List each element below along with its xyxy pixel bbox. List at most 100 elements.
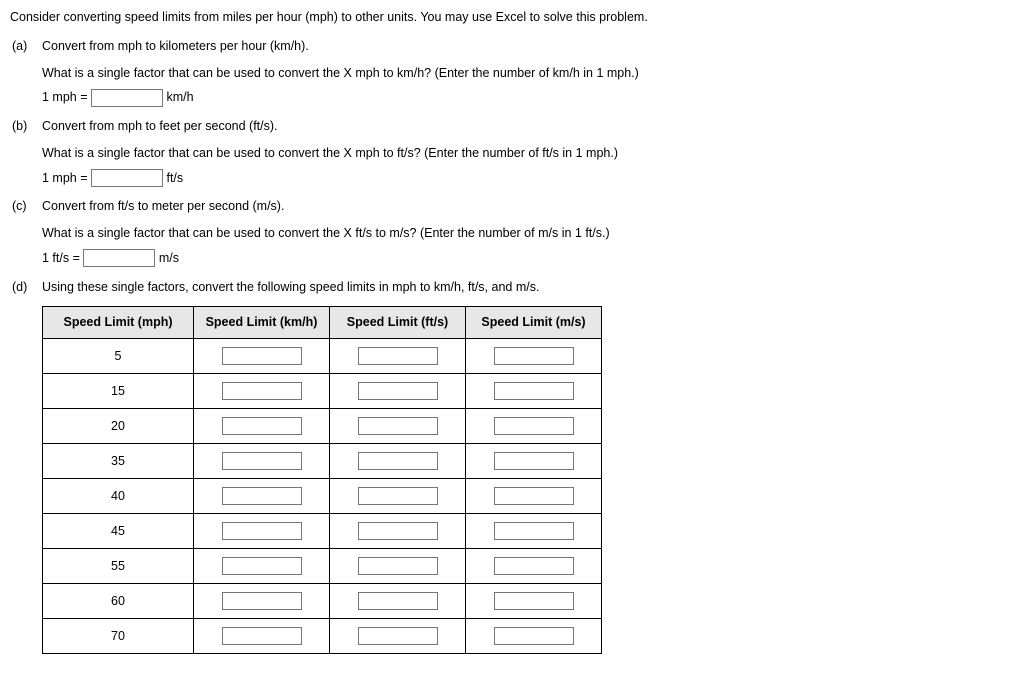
cell-kmh xyxy=(194,339,330,374)
kmh-input[interactable] xyxy=(222,417,302,435)
kmh-input[interactable] xyxy=(222,627,302,645)
cell-fts xyxy=(330,339,466,374)
cell-ms xyxy=(466,619,602,654)
col-header-ms: Speed Limit (m/s) xyxy=(466,307,602,339)
cell-fts xyxy=(330,409,466,444)
cell-ms xyxy=(466,584,602,619)
ms-input[interactable] xyxy=(494,557,574,575)
cell-mph: 45 xyxy=(43,514,194,549)
fts-input[interactable] xyxy=(358,382,438,400)
cell-ms xyxy=(466,339,602,374)
fts-input[interactable] xyxy=(358,487,438,505)
cell-fts xyxy=(330,479,466,514)
cell-fts xyxy=(330,584,466,619)
kmh-input[interactable] xyxy=(222,592,302,610)
cell-kmh xyxy=(194,619,330,654)
part-c-equation: 1 ft/s = m/s xyxy=(42,249,1014,268)
part-b-title: Convert from mph to feet per second (ft/… xyxy=(42,117,1014,136)
part-b-equation: 1 mph = ft/s xyxy=(42,169,1014,188)
ms-input[interactable] xyxy=(494,592,574,610)
cell-mph: 15 xyxy=(43,374,194,409)
table-row: 45 xyxy=(43,514,602,549)
cell-mph: 55 xyxy=(43,549,194,584)
cell-kmh xyxy=(194,374,330,409)
ms-input[interactable] xyxy=(494,487,574,505)
fts-input[interactable] xyxy=(358,417,438,435)
part-b-input[interactable] xyxy=(91,169,163,187)
cell-ms xyxy=(466,549,602,584)
cell-kmh xyxy=(194,479,330,514)
kmh-input[interactable] xyxy=(222,522,302,540)
table-row: 20 xyxy=(43,409,602,444)
kmh-input[interactable] xyxy=(222,347,302,365)
cell-kmh xyxy=(194,409,330,444)
part-b-question: What is a single factor that can be used… xyxy=(42,144,1014,163)
fts-input[interactable] xyxy=(358,592,438,610)
table-row: 60 xyxy=(43,584,602,619)
cell-ms xyxy=(466,374,602,409)
cell-ms xyxy=(466,409,602,444)
part-a-input[interactable] xyxy=(91,89,163,107)
part-d: (d) Using these single factors, convert … xyxy=(10,278,1014,297)
part-a-title: Convert from mph to kilometers per hour … xyxy=(42,37,1014,56)
fts-input[interactable] xyxy=(358,522,438,540)
cell-fts xyxy=(330,619,466,654)
col-header-fts: Speed Limit (ft/s) xyxy=(330,307,466,339)
part-c-label: (c) xyxy=(10,197,42,267)
cell-kmh xyxy=(194,444,330,479)
cell-mph: 70 xyxy=(43,619,194,654)
ms-input[interactable] xyxy=(494,347,574,365)
table-row: 35 xyxy=(43,444,602,479)
table-row: 15 xyxy=(43,374,602,409)
ms-input[interactable] xyxy=(494,417,574,435)
table-row: 70 xyxy=(43,619,602,654)
cell-ms xyxy=(466,444,602,479)
kmh-input[interactable] xyxy=(222,557,302,575)
part-a-unit: km/h xyxy=(166,90,193,104)
table-row: 5 xyxy=(43,339,602,374)
part-a-question: What is a single factor that can be used… xyxy=(42,64,1014,83)
part-c-lhs: 1 ft/s = xyxy=(42,251,80,265)
speed-limit-table: Speed Limit (mph) Speed Limit (km/h) Spe… xyxy=(42,306,602,654)
kmh-input[interactable] xyxy=(222,382,302,400)
part-c-title: Convert from ft/s to meter per second (m… xyxy=(42,197,1014,216)
cell-mph: 40 xyxy=(43,479,194,514)
kmh-input[interactable] xyxy=(222,452,302,470)
cell-fts xyxy=(330,549,466,584)
fts-input[interactable] xyxy=(358,347,438,365)
table-row: 40 xyxy=(43,479,602,514)
part-b-unit: ft/s xyxy=(166,171,183,185)
part-c-question: What is a single factor that can be used… xyxy=(42,224,1014,243)
table-row: 55 xyxy=(43,549,602,584)
part-a: (a) Convert from mph to kilometers per h… xyxy=(10,37,1014,107)
cell-kmh xyxy=(194,514,330,549)
fts-input[interactable] xyxy=(358,557,438,575)
part-c-unit: m/s xyxy=(159,251,179,265)
cell-fts xyxy=(330,374,466,409)
part-a-equation: 1 mph = km/h xyxy=(42,88,1014,107)
cell-mph: 20 xyxy=(43,409,194,444)
cell-kmh xyxy=(194,584,330,619)
kmh-input[interactable] xyxy=(222,487,302,505)
ms-input[interactable] xyxy=(494,627,574,645)
part-a-label: (a) xyxy=(10,37,42,107)
ms-input[interactable] xyxy=(494,382,574,400)
fts-input[interactable] xyxy=(358,627,438,645)
part-b-label: (b) xyxy=(10,117,42,187)
part-c-input[interactable] xyxy=(83,249,155,267)
ms-input[interactable] xyxy=(494,522,574,540)
part-b-lhs: 1 mph = xyxy=(42,171,88,185)
part-c: (c) Convert from ft/s to meter per secon… xyxy=(10,197,1014,267)
cell-mph: 5 xyxy=(43,339,194,374)
cell-kmh xyxy=(194,549,330,584)
part-d-label: (d) xyxy=(10,278,42,297)
ms-input[interactable] xyxy=(494,452,574,470)
problem-intro: Consider converting speed limits from mi… xyxy=(10,8,1014,27)
part-d-title: Using these single factors, convert the … xyxy=(42,278,1014,297)
table-header-row: Speed Limit (mph) Speed Limit (km/h) Spe… xyxy=(43,307,602,339)
cell-fts xyxy=(330,514,466,549)
cell-ms xyxy=(466,514,602,549)
col-header-mph: Speed Limit (mph) xyxy=(43,307,194,339)
cell-ms xyxy=(466,479,602,514)
fts-input[interactable] xyxy=(358,452,438,470)
